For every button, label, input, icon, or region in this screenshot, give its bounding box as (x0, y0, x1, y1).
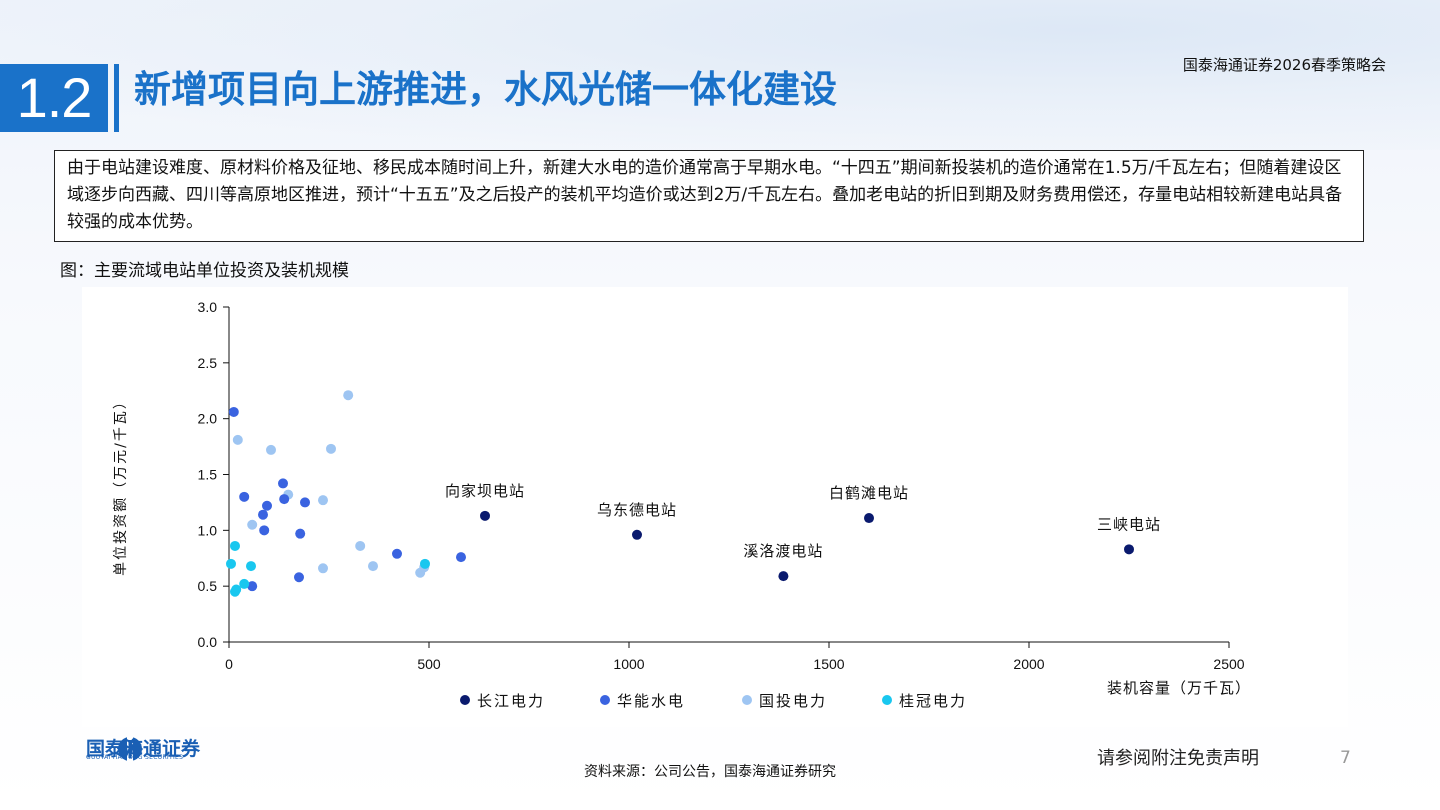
legend-marker (742, 695, 752, 705)
x-tick-label: 1500 (813, 656, 844, 672)
data-point (228, 406, 239, 417)
title-accent-bar (114, 64, 119, 132)
data-label: 乌东德电站 (597, 501, 677, 519)
x-tick-label: 2000 (1013, 656, 1044, 672)
legend-entry: 华能水电 (617, 692, 685, 710)
y-tick-label: 2.5 (198, 355, 218, 371)
logo-subtext: GUOTAI HAITONG SECURITIES (86, 754, 184, 761)
data-point (247, 519, 258, 530)
intro-text: 由于电站建设难度、原材料价格及征地、移民成本随时间上升，新建大水电的造价通常高于… (67, 158, 1343, 232)
data-point (392, 548, 402, 559)
data-point (343, 390, 354, 401)
data-label: 白鹤滩电站 (829, 484, 909, 502)
scatter-chart: 0.0 0.5 1.0 1.5 2.0 2.5 3.0 0 500 1000 1500 2000 250… (113, 299, 1251, 710)
chart-panel: 0.0 0.5 1.0 1.5 2.0 2.5 3.0 0 500 1000 1500 2000 250… (82, 287, 1348, 727)
x-tick-label: 1000 (613, 656, 644, 672)
y-tick-label: 2.0 (198, 411, 218, 427)
header-background (0, 0, 1440, 150)
data-point (247, 581, 258, 592)
data-point (279, 494, 290, 505)
data-point (368, 561, 378, 572)
data-point (266, 444, 276, 455)
legend-entry: 长江电力 (477, 692, 545, 710)
data-point (864, 513, 874, 524)
x-tick-label: 500 (417, 656, 441, 672)
y-tick-label: 1.5 (198, 467, 218, 483)
y-tick-label: 1.0 (198, 522, 218, 538)
legend-entry: 国投电力 (759, 692, 827, 710)
data-point (318, 563, 328, 574)
intro-text-box: 由于电站建设难度、原材料价格及征地、移民成本随时间上升，新建大水电的造价通常高于… (54, 150, 1364, 242)
x-axis-label: 装机容量（万千瓦） (1107, 679, 1251, 697)
data-source: 资料来源：公司公告，国泰海通证券研究 (584, 764, 836, 780)
legend-entry: 桂冠电力 (899, 692, 967, 710)
y-axis-label: 单位投资额（万元/千瓦） (113, 393, 129, 576)
disclaimer-text: 请参阅附注免责声明 (1097, 748, 1259, 769)
logo-text: 国泰海通证券 (86, 738, 201, 760)
data-point (294, 572, 304, 583)
figure-caption: 图：主要流域电站单位投资及装机规模 (60, 261, 349, 281)
data-point (326, 443, 336, 454)
data-point (239, 578, 250, 589)
data-point (258, 509, 268, 520)
data-label: 溪洛渡电站 (743, 542, 823, 560)
data-point (231, 584, 242, 595)
y-tick-label: 0.0 (198, 634, 218, 650)
data-point (226, 558, 236, 569)
data-point (246, 561, 256, 572)
data-point (318, 495, 328, 506)
data-point (632, 529, 642, 540)
section-number: 1.2 (0, 64, 108, 132)
data-point (295, 528, 306, 539)
legend-marker (460, 695, 470, 705)
data-point (456, 552, 466, 563)
x-tick-label: 0 (225, 656, 233, 672)
data-point (259, 525, 270, 536)
data-point (420, 558, 430, 569)
x-tick-label: 2500 (1213, 656, 1244, 672)
data-point (278, 478, 288, 489)
data-point (778, 571, 789, 582)
legend-marker (882, 695, 892, 705)
data-point (232, 434, 243, 445)
data-label: 三峡电站 (1097, 515, 1161, 533)
y-tick-label: 0.5 (198, 578, 218, 594)
page-title: 新增项目向上游推进，水风光储一体化建设 (134, 68, 837, 111)
y-tick-label: 3.0 (198, 299, 218, 315)
data-point (300, 497, 310, 508)
data-point (239, 491, 250, 502)
data-label: 向家坝电站 (445, 482, 525, 500)
data-point (1124, 544, 1134, 555)
legend-marker (600, 695, 610, 705)
data-point (262, 500, 272, 511)
data-point (480, 510, 490, 521)
event-name: 国泰海通证券2026春季策略会 (1182, 56, 1386, 74)
data-point (230, 540, 240, 551)
logo-icon (118, 737, 142, 761)
data-point (355, 540, 366, 551)
page-number: 7 (1340, 748, 1351, 768)
